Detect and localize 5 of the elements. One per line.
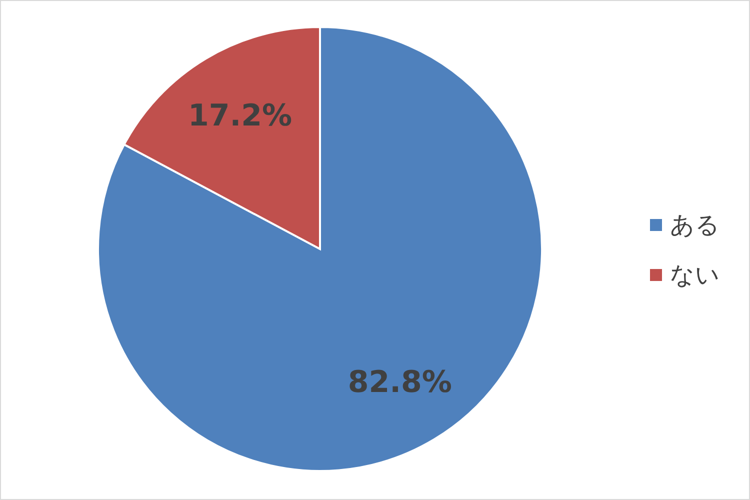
data-label: 82.8% (348, 364, 452, 400)
data-label: 17.2% (188, 98, 292, 134)
legend-label: ない (670, 261, 720, 289)
pie-slice (97, 26, 543, 472)
legend-label: ある (670, 211, 720, 239)
